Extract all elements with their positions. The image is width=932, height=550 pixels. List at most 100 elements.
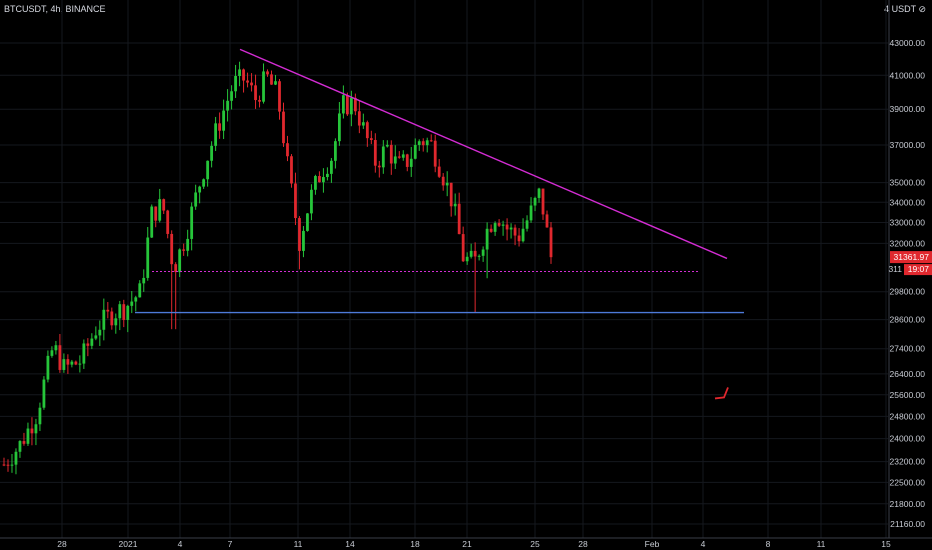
candle-body bbox=[310, 189, 313, 214]
candle-body bbox=[318, 176, 321, 183]
settings-icon: ⊘ bbox=[918, 4, 926, 14]
candle-body bbox=[405, 154, 409, 167]
candle-body bbox=[66, 359, 70, 365]
chart-symbol-title: BTCUSDT, 4h, BINANCE bbox=[4, 4, 106, 14]
x-tick-label: 11 bbox=[294, 539, 303, 549]
candle-body bbox=[254, 85, 257, 101]
candle-body bbox=[238, 69, 241, 77]
candle-body bbox=[134, 297, 138, 302]
candle-body bbox=[549, 227, 553, 258]
y-tick-label: 32000.00 bbox=[890, 238, 926, 248]
candle-body bbox=[445, 182, 449, 186]
y-tick-label: 24000.00 bbox=[890, 434, 926, 444]
candle-body bbox=[341, 95, 345, 114]
candle-body bbox=[345, 95, 349, 115]
candle-body bbox=[266, 71, 269, 75]
candle-body bbox=[242, 69, 245, 81]
descending-trendline bbox=[239, 48, 728, 260]
candle-body bbox=[86, 343, 90, 346]
candle-body bbox=[154, 206, 158, 221]
candle-body bbox=[262, 71, 265, 102]
candle-body bbox=[94, 335, 98, 339]
candle-body bbox=[126, 305, 130, 320]
candle-body bbox=[401, 154, 405, 158]
candle-body bbox=[14, 451, 18, 465]
candle-body bbox=[282, 111, 285, 144]
candles-group bbox=[2, 61, 553, 475]
candle-body bbox=[186, 238, 190, 251]
x-axis: 28 2021 4 7 11 14 18 21 25 28 Feb 4 8 11 15 bbox=[0, 537, 932, 549]
candle-body bbox=[106, 309, 110, 312]
candle-body bbox=[38, 407, 42, 425]
candle-body bbox=[521, 228, 525, 242]
y-tick-label: 21160.00 bbox=[890, 519, 925, 529]
y-tick-label: 43000.00 bbox=[890, 38, 926, 48]
candle-body bbox=[326, 173, 329, 178]
candle-body bbox=[413, 144, 417, 159]
y-tick-label: 39000.00 bbox=[890, 104, 926, 114]
candle-body bbox=[541, 188, 545, 215]
candle-body bbox=[485, 228, 489, 250]
candle-body bbox=[30, 428, 34, 434]
partial-price-text: 311 bbox=[888, 264, 902, 274]
x-tick-label: 2021 bbox=[119, 539, 138, 549]
candle-body bbox=[425, 140, 429, 146]
candle-body bbox=[218, 123, 222, 131]
candle-body bbox=[393, 156, 397, 164]
candle-body bbox=[250, 82, 253, 86]
candle-body bbox=[290, 156, 293, 184]
y-tick-label: 35000.00 bbox=[890, 178, 926, 188]
candle-body bbox=[389, 144, 393, 164]
candle-body bbox=[286, 143, 289, 157]
x-tick-label: 25 bbox=[530, 539, 540, 549]
candle-body bbox=[10, 464, 14, 466]
candle-body bbox=[102, 309, 106, 330]
candle-body bbox=[50, 350, 54, 356]
candle-body bbox=[22, 441, 26, 444]
candle-body bbox=[26, 428, 30, 444]
candle-body bbox=[234, 76, 237, 92]
candle-body bbox=[533, 197, 537, 206]
candle-body bbox=[178, 249, 182, 273]
x-tick-label: 15 bbox=[881, 539, 891, 549]
currency-label[interactable]: 4 USDT ⊘ bbox=[884, 4, 926, 15]
candle-body bbox=[182, 249, 186, 251]
candle-body bbox=[210, 145, 214, 161]
y-tick-label: 37000.00 bbox=[890, 140, 926, 150]
candle-body bbox=[166, 210, 170, 234]
y-tick-label: 23200.00 bbox=[890, 457, 926, 467]
y-tick-label: 22500.00 bbox=[890, 477, 926, 487]
currency-text: USDT bbox=[891, 4, 916, 14]
y-tick-label: 29800.00 bbox=[890, 287, 926, 297]
candle-body bbox=[513, 227, 517, 236]
candle-body bbox=[70, 361, 74, 365]
candle-body bbox=[377, 165, 381, 168]
candle-body bbox=[46, 355, 50, 380]
candle-body bbox=[246, 80, 249, 83]
projection-arrowhead bbox=[714, 387, 729, 400]
candle-body bbox=[206, 160, 210, 180]
candle-body bbox=[501, 224, 505, 226]
candle-body bbox=[34, 424, 38, 434]
candle-body bbox=[509, 227, 513, 230]
candle-body bbox=[545, 214, 549, 228]
x-tick-label: 28 bbox=[578, 539, 588, 549]
candle-body bbox=[493, 223, 497, 232]
candle-body bbox=[198, 186, 202, 193]
y-tick-label: 34000.00 bbox=[890, 197, 926, 207]
candle-body bbox=[429, 140, 433, 142]
candle-body bbox=[517, 235, 521, 242]
x-tick-label: Feb bbox=[645, 539, 660, 549]
y-tick-label: 25600.00 bbox=[890, 390, 926, 400]
candle-body bbox=[465, 256, 469, 262]
candle-body bbox=[330, 160, 333, 174]
drawing-overlays bbox=[135, 48, 744, 400]
candle-body bbox=[322, 177, 325, 183]
candle-body bbox=[381, 146, 385, 168]
candle-body bbox=[42, 379, 46, 408]
y-tick-label: 33000.00 bbox=[890, 218, 926, 228]
x-tick-label: 18 bbox=[410, 539, 420, 549]
candle-body bbox=[453, 203, 457, 207]
y-axis: 43000.00 41000.00 39000.00 37000.00 35000.00… bbox=[888, 0, 926, 538]
